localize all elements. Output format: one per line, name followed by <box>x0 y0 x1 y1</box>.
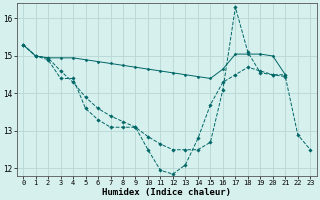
X-axis label: Humidex (Indice chaleur): Humidex (Indice chaleur) <box>102 188 231 197</box>
